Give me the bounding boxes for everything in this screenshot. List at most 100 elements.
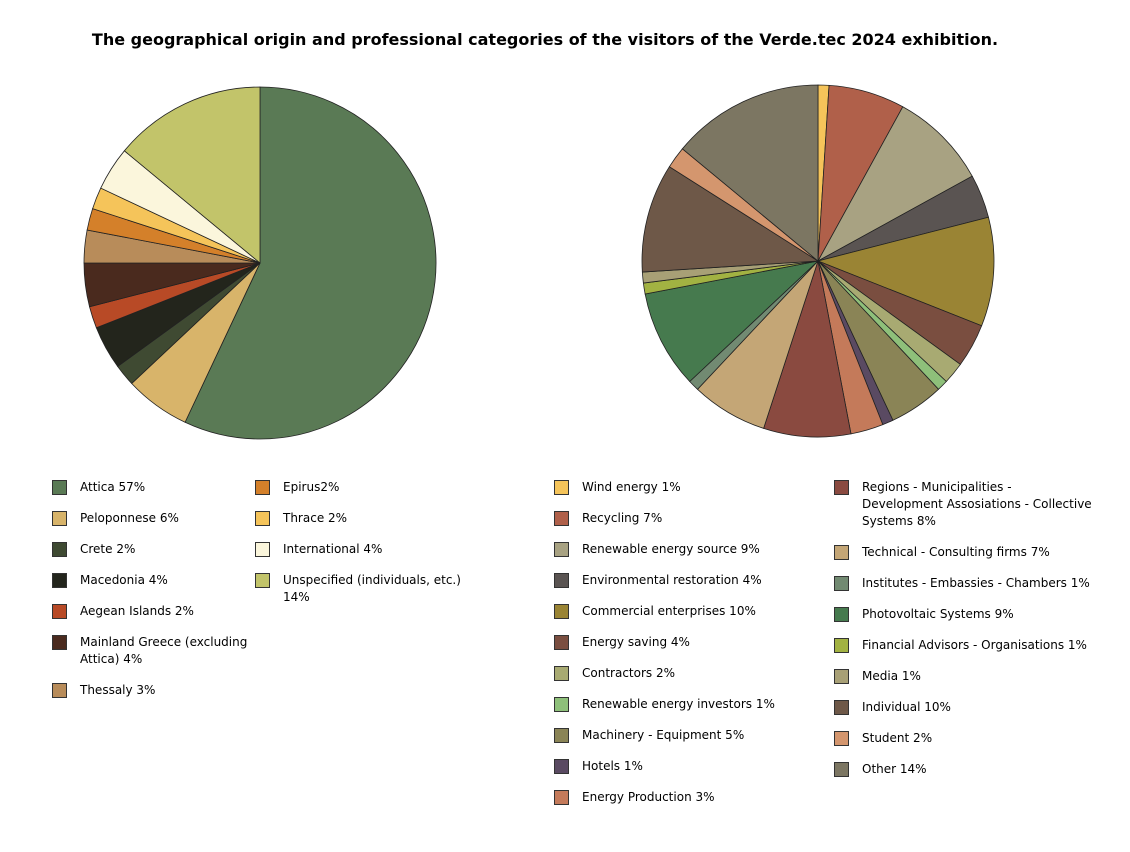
legend-label: Thrace 2% [283,511,348,525]
legend-swatch [52,542,67,557]
legend-item: Environmental restoration 4% [554,572,814,589]
legend-item: Hotels 1% [554,758,814,775]
legend-column: Epirus2% Thrace 2% International 4% Unspeci… [255,479,485,620]
legend-swatch [834,545,849,560]
legend-item: Aegean Islands 2% [52,603,252,620]
legend-label: International 4% [283,542,383,556]
legend-swatch [554,759,569,774]
legend-item: Mainland Greece (excluding Attica) 4% [52,634,252,668]
legend-item: Thessaly 3% [52,682,252,699]
legend-swatch [834,480,849,495]
pie-slice [816,106,973,263]
legend-label: Environmental restoration 4% [582,573,762,587]
pie-slice [184,86,437,440]
legend-item: Regions - Municipalities - Development A… [834,479,1094,530]
legend-item: Other 14% [834,761,1094,778]
legend-swatch [554,790,569,805]
legend-label: Student 2% [862,731,933,745]
legend-item: Commercial enterprises 10% [554,603,814,620]
legend-swatch [834,762,849,777]
legend-label: Thessaly 3% [80,683,156,697]
legend-item: Renewable energy source 9% [554,541,814,558]
legend-column: Regions - Municipalities - Development A… [834,479,1094,792]
legend-swatch [554,542,569,557]
legend-swatch [554,511,569,526]
legend-label: Crete 2% [80,542,136,556]
legend-item: Contractors 2% [554,665,814,682]
pie-slice [123,86,261,264]
legend-item: Technical - Consulting firms 7% [834,544,1094,561]
legend-swatch [255,573,270,588]
legend-item: Photovoltaic Systems 9% [834,606,1094,623]
legend-item: Machinery - Equipment 5% [554,727,814,744]
legend-item: International 4% [255,541,485,558]
legend-label: Unspecified (individuals, etc.) 14% [283,573,461,604]
legend-item: Macedonia 4% [52,572,252,589]
legend-swatch [554,604,569,619]
legend-label: Photovoltaic Systems 9% [862,607,1014,621]
legend-swatch [255,480,270,495]
legend-swatch [834,669,849,684]
legend-item: Peloponnese 6% [52,510,252,527]
legend-label: Energy Production 3% [582,790,715,804]
legend-label: Attica 57% [80,480,146,494]
legend-item: Epirus2% [255,479,485,496]
legend-item: Wind energy 1% [554,479,814,496]
legend-item: Energy Production 3% [554,789,814,806]
legend-column: Wind energy 1% Recycling 7% Renewable ener… [554,479,814,820]
legend-label: Mainland Greece (excluding Attica) 4% [80,635,248,666]
legend-swatch [834,607,849,622]
legend-swatch [554,480,569,495]
legend-item: Individual 10% [834,699,1094,716]
legend-item: Recycling 7% [554,510,814,527]
legend-swatch [554,573,569,588]
legend-swatch [52,511,67,526]
legend-swatch [255,542,270,557]
legend-label: Machinery - Equipment 5% [582,728,745,742]
legend-item: Institutes - Embassies - Chambers 1% [834,575,1094,592]
legend-swatch [52,683,67,698]
legend-swatch [255,511,270,526]
chart-title: The geographical origin and professional… [91,30,999,49]
legend-swatch [834,700,849,715]
legend-label: Institutes - Embassies - Chambers 1% [862,576,1090,590]
legend-label: Financial Advisors - Organisations 1% [862,638,1087,652]
legend-swatch [834,576,849,591]
legend-item: Energy saving 4% [554,634,814,651]
legend-label: Macedonia 4% [80,573,168,587]
legend-swatch [554,635,569,650]
legend-label: Recycling 7% [582,511,663,525]
pie-slice [681,84,819,262]
legend-swatch [52,635,67,650]
legend-label: Hotels 1% [582,759,643,773]
legend-label: Commercial enterprises 10% [582,604,756,618]
pies [83,84,995,440]
legend-label: Energy saving 4% [582,635,690,649]
legend-label: Aegean Islands 2% [80,604,194,618]
legend-label: Other 14% [862,762,927,776]
legend-item: Crete 2% [52,541,252,558]
legend-swatch [554,666,569,681]
legend-label: Wind energy 1% [582,480,681,494]
legend-swatch [554,697,569,712]
legend-column: Attica 57% Peloponnese 6% Crete 2% Macedoni… [52,479,252,713]
legend-item: Renewable energy investors 1% [554,696,814,713]
legend-swatch [52,573,67,588]
legend-label: Renewable energy source 9% [582,542,760,556]
legend-swatch [52,604,67,619]
legend-label: Individual 10% [862,700,951,714]
legend-label: Epirus2% [283,480,340,494]
legend-item: Thrace 2% [255,510,485,527]
legend-item: Financial Advisors - Organisations 1% [834,637,1094,654]
legend-item: Attica 57% [52,479,252,496]
legend-item: Unspecified (individuals, etc.) 14% [255,572,485,606]
legend-label: Contractors 2% [582,666,675,680]
legend-swatch [834,638,849,653]
legend-swatch [554,728,569,743]
pie-slice [816,216,995,327]
legend-swatch [52,480,67,495]
legend-item: Media 1% [834,668,1094,685]
pie-slice [644,260,820,383]
legend-label: Media 1% [862,669,921,683]
